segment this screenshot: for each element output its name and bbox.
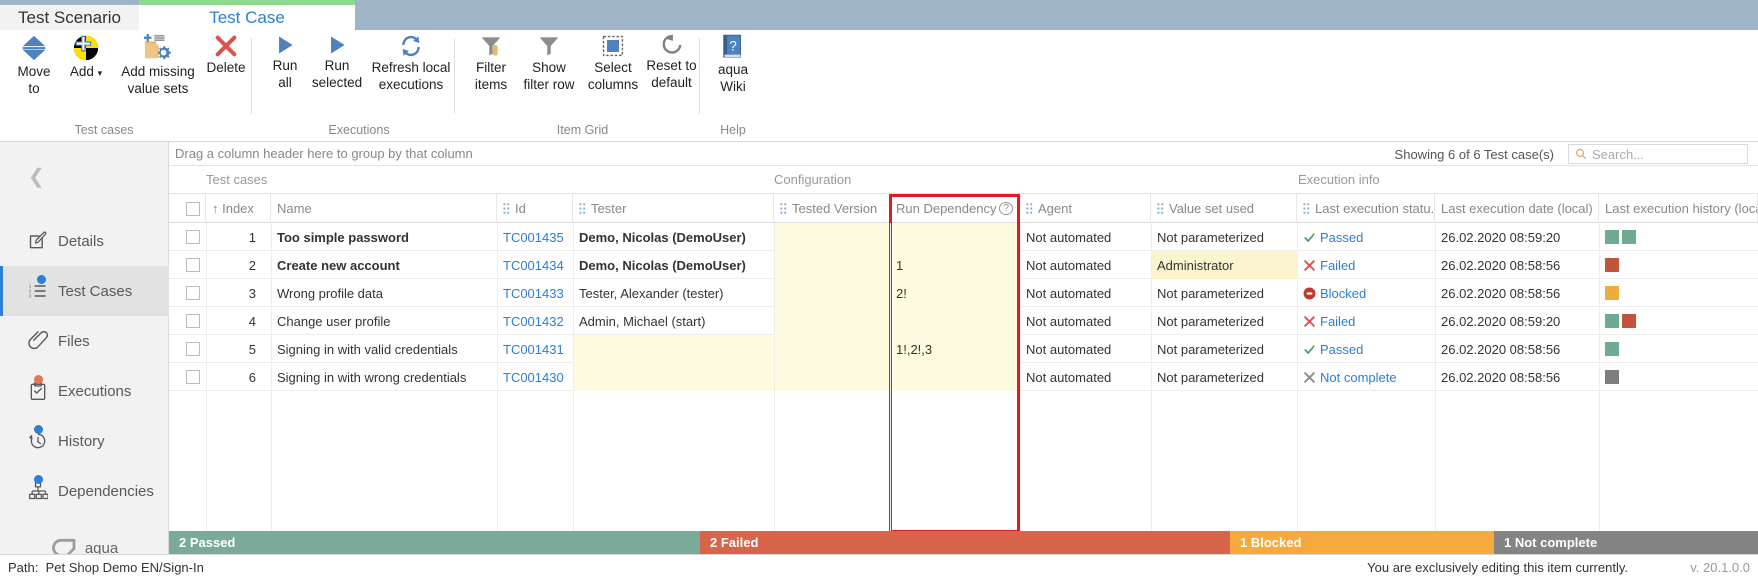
svg-text:?: ? [729, 38, 737, 53]
svg-text:3: 3 [29, 294, 32, 299]
